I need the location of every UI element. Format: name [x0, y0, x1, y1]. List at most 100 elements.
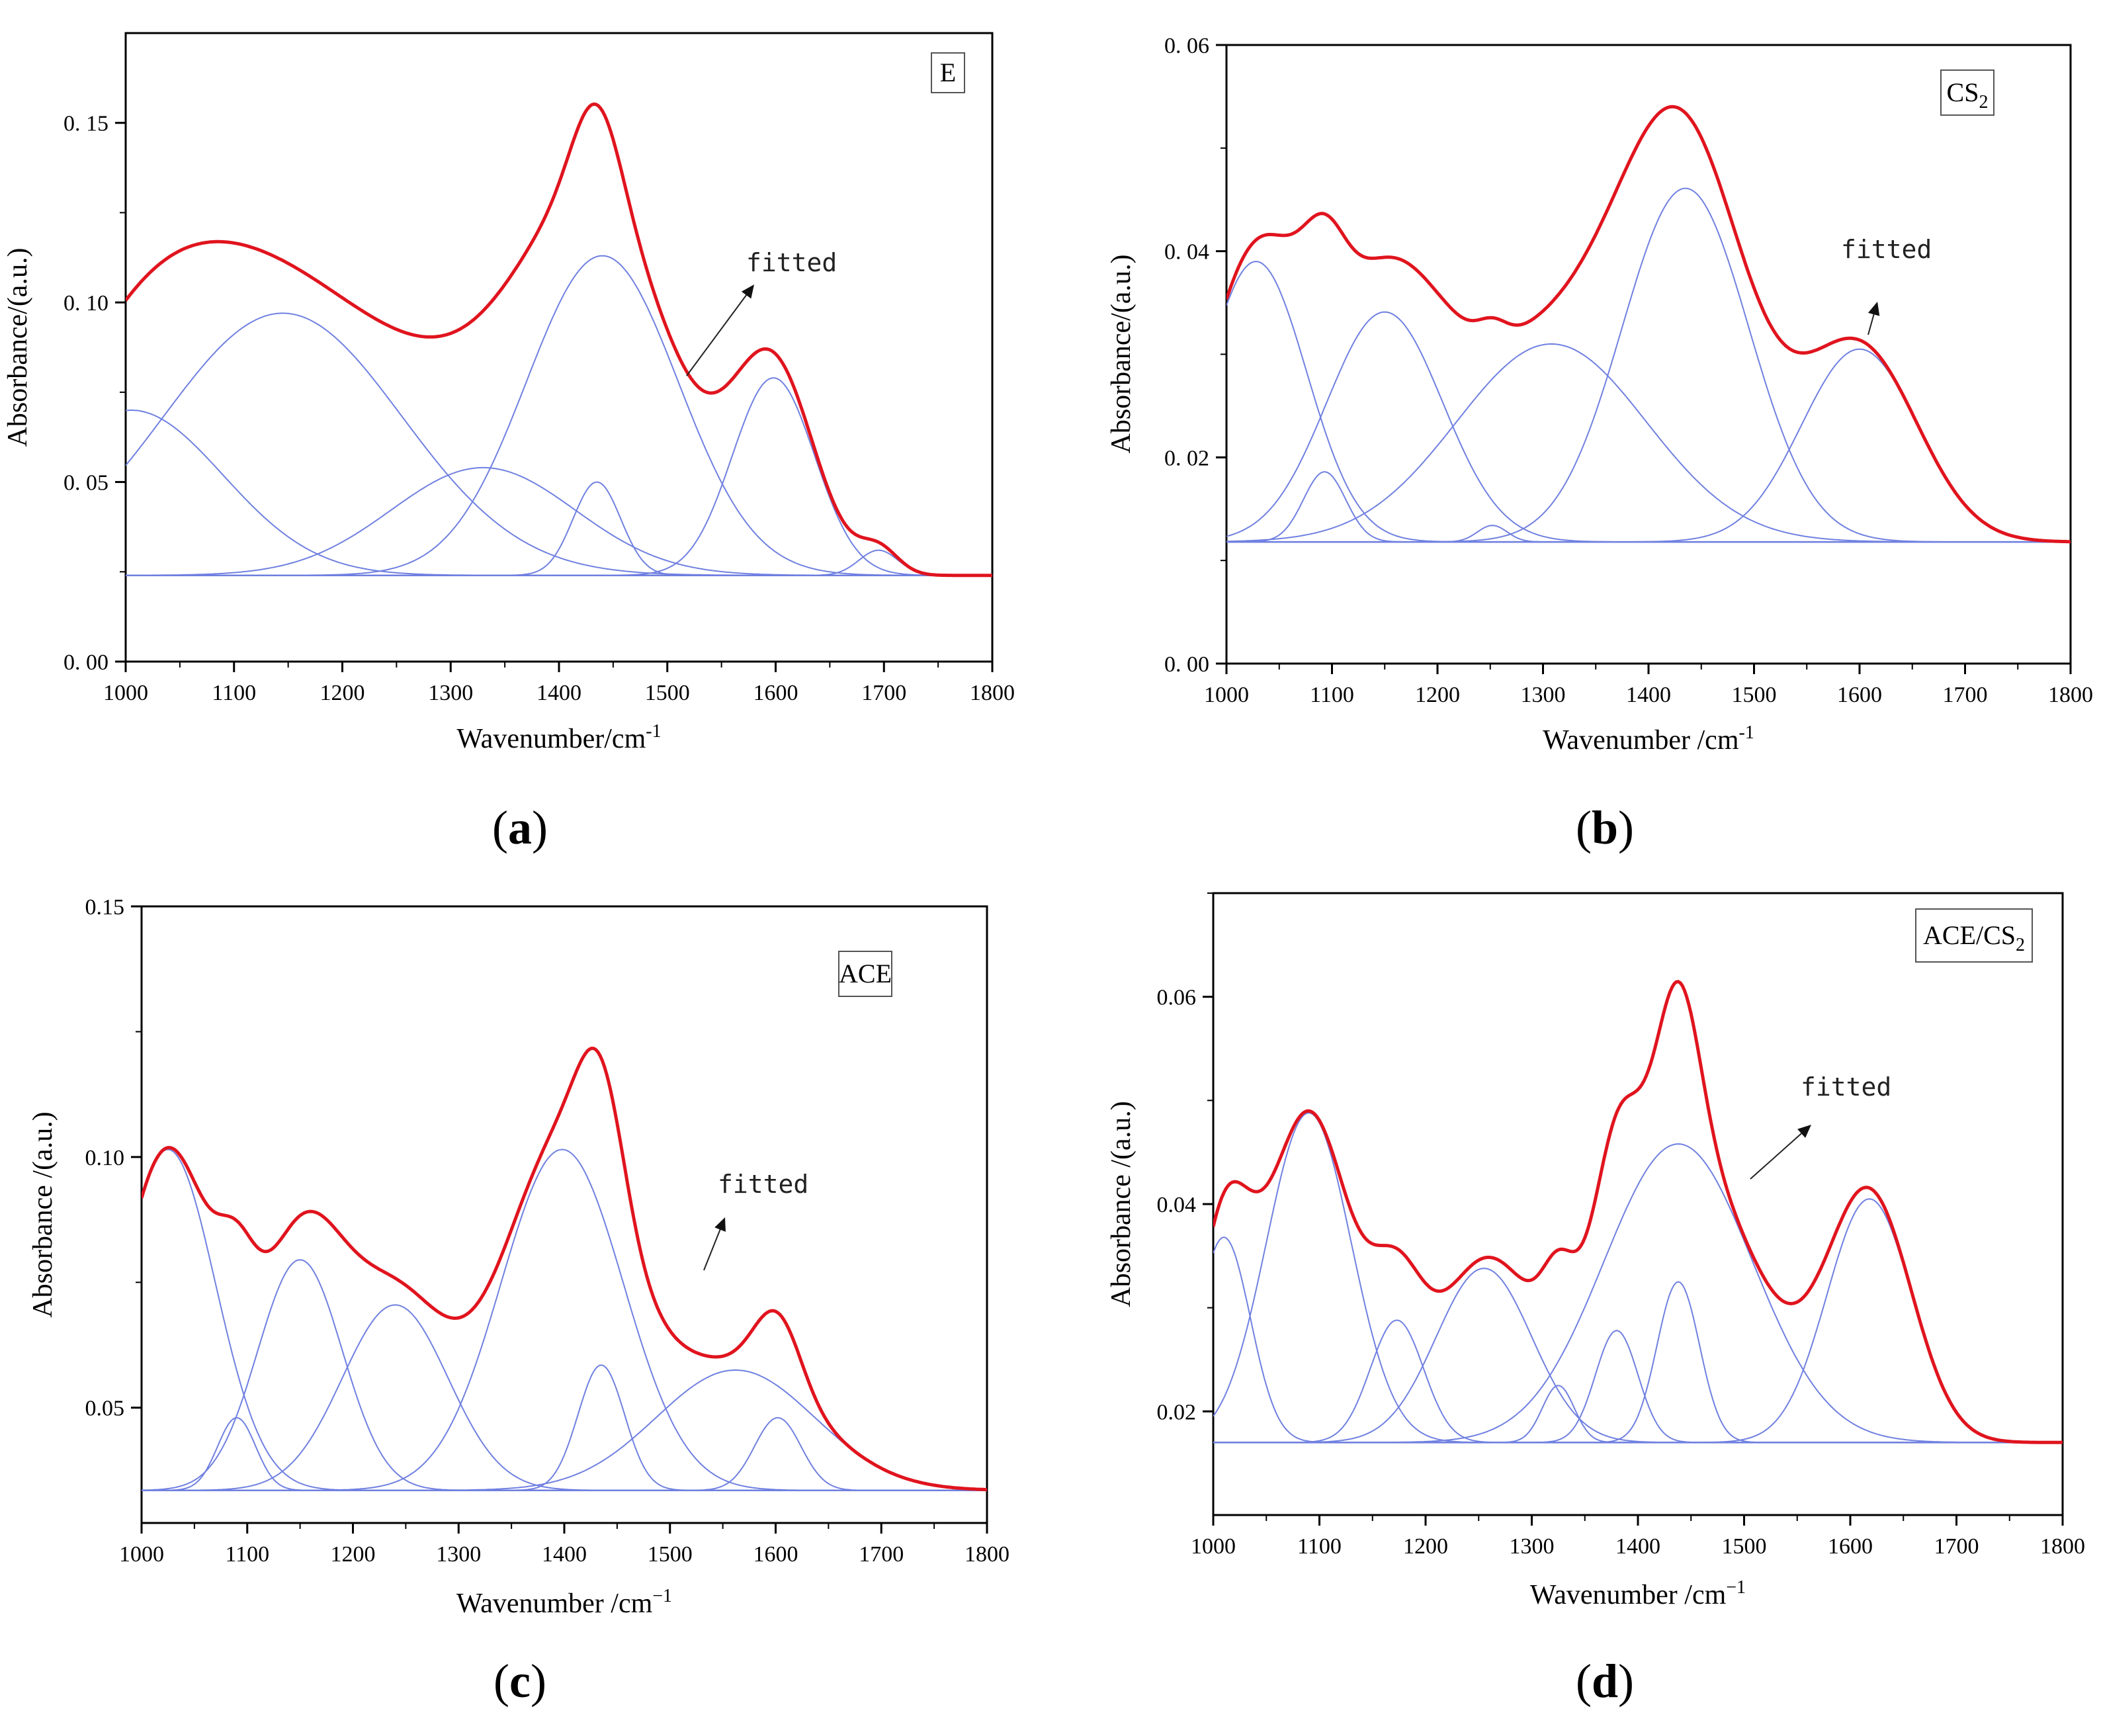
chart-d-component-peak-7	[1213, 1143, 2063, 1444]
chart-d-annotation-arrow	[1750, 1131, 1804, 1180]
chart-c-fitted-curve	[142, 1046, 987, 1492]
chart-c-x-tick-label: 1300	[436, 1542, 481, 1567]
chart-c-annotation-arrowhead	[714, 1217, 726, 1232]
chart-a-component-peak-5	[126, 255, 992, 576]
chart-a-legend-label: E	[940, 58, 956, 87]
chart-b-x-tick-label: 1200	[1415, 683, 1460, 707]
chart-c-x-tick-label: 1400	[542, 1542, 587, 1567]
chart-b-annotation-label: fitted	[1841, 235, 1932, 264]
chart-c-x-tick-label: 1200	[331, 1542, 376, 1567]
chart-a-x-tick-label: 1500	[645, 681, 690, 705]
chart-d-annotation-arrowhead	[1797, 1125, 1811, 1139]
chart-d-legend-box	[1915, 908, 2033, 963]
chart-b-x-tick-label: 1700	[1943, 683, 1988, 707]
chart-b-x-axis-title: Wavenumber /cm-1	[1543, 722, 1754, 756]
chart-b-annotation-arrowhead	[1867, 302, 1880, 316]
chart-d-x-tick-label: 1500	[1722, 1534, 1767, 1559]
chart-a-x-tick-label: 1000	[103, 681, 148, 705]
chart-d-y-tick-label: 0.02	[1157, 1400, 1197, 1424]
chart-d-component-peak-2	[1213, 1112, 2063, 1444]
chart-a-legend-box	[931, 52, 965, 93]
chart-b-x-tick-label: 1500	[1732, 683, 1777, 707]
chart-c-x-tick-label: 1800	[965, 1542, 1009, 1567]
chart-d-fitted-curve	[1213, 980, 2063, 1444]
caption-b-letter: b	[1591, 801, 1619, 854]
chart-panel-a: 1000 1100 1200 1300 1400 1500 1600 1700 1800 0. 0…	[0, 0, 1050, 794]
chart-b-x-tick-label: 1600	[1837, 683, 1882, 707]
chart-d-component-peak-8	[1213, 1281, 2063, 1444]
chart-b-fitted-curve	[1226, 105, 2071, 544]
chart-c-x-tick-label: 1700	[859, 1542, 904, 1567]
chart-a-x-tick-label: 1600	[753, 681, 798, 705]
chart-c-legend-box	[838, 951, 892, 997]
caption-b: (b)	[1575, 801, 1634, 854]
chart-d-x-tick-label: 1700	[1934, 1534, 1979, 1559]
caption-d-letter: d	[1591, 1655, 1619, 1708]
chart-c-y-tick-label: 0.05	[85, 1397, 125, 1421]
chart-panel-b: 1000 1100 1200 1300 1400 1500 1600 1700 1800 0. 0…	[1050, 0, 2101, 794]
chart-c-component-peak-5	[142, 1149, 987, 1491]
chart-a-annotation-arrowhead	[741, 284, 754, 299]
chart-d-component-peak-5	[1213, 1385, 2063, 1444]
chart-c-legend-label: ACE	[839, 959, 892, 988]
chart-a-plot-area	[126, 102, 992, 578]
chart-d-x-tick-label: 1300	[1510, 1534, 1555, 1559]
chart-d-component-peak-1	[1213, 1237, 2063, 1444]
chart-b-y-tick-label: 0. 02	[1164, 446, 1209, 470]
chart-d-x-tick-label: 1800	[2040, 1534, 2085, 1559]
caption-a: (a)	[492, 801, 548, 854]
chart-a-component-peak-7	[126, 549, 992, 576]
chart-c-component-peak-8	[142, 1416, 987, 1491]
chart-c-x-axis-title: Wavenumber /cm−1	[456, 1586, 672, 1619]
chart-c-y-tick-label: 0.10	[85, 1146, 125, 1170]
chart-d-y-tick-label: 0.04	[1157, 1193, 1197, 1217]
chart-b-y-tick-label: 0. 06	[1164, 34, 1209, 58]
chart-d-x-tick-label: 1600	[1828, 1534, 1873, 1559]
chart-d-svg: 1000 1100 1200 1300 1400 1500 1600 1700 1800 0.02…	[1106, 892, 2085, 1610]
caption-a-letter: a	[508, 801, 532, 854]
chart-d-component-peak-6	[1213, 1330, 2063, 1444]
chart-b-component-peak-2	[1226, 471, 2071, 543]
chart-b-legend-label: CS2	[1947, 77, 1989, 112]
chart-b-y-tick-label: 0. 00	[1164, 652, 1209, 677]
chart-a-x-tick-label: 1100	[212, 681, 256, 705]
chart-c-plot-frame	[140, 905, 988, 1524]
chart-d-annotation-label: fitted	[1801, 1072, 1891, 1102]
chart-d-plot-area	[1213, 980, 2063, 1444]
chart-a-y-tick-label: 0. 00	[64, 650, 108, 675]
chart-a-fitted-curve	[126, 102, 992, 578]
chart-a-component-peak-1	[126, 410, 992, 576]
chart-b-component-peak-4	[1226, 525, 2071, 543]
chart-b-y-axis-title: Absorbance/(a.u.)	[1106, 255, 1136, 454]
chart-c-y-tick-label: 0.15	[85, 895, 125, 920]
chart-a-component-peak-6	[126, 377, 992, 576]
chart-c-annotation-arrow	[703, 1227, 722, 1271]
chart-b-component-peak-1	[1226, 261, 2071, 543]
chart-a-annotation-arrow	[686, 292, 749, 376]
chart-c-annotation-label: fitted	[718, 1170, 808, 1199]
chart-d-x-tick-label: 1000	[1191, 1534, 1236, 1559]
chart-a-x-axis-title: Wavenumber/cm-1	[456, 721, 661, 754]
chart-b-legend-box	[1940, 69, 1994, 116]
chart-a-x-tick-label: 1200	[320, 681, 365, 705]
chart-c-plot-area	[142, 1046, 987, 1492]
chart-d-x-tick-label: 1200	[1403, 1534, 1448, 1559]
chart-a-svg: 1000 1100 1200 1300 1400 1500 1600 1700 1800 0. 0…	[3, 32, 1015, 754]
chart-b-annotation-arrow	[1867, 312, 1875, 335]
chart-b-svg: 1000 1100 1200 1300 1400 1500 1600 1700 1800 0. 0…	[1106, 34, 2093, 756]
chart-d-x-axis-title: Wavenumber /cm−1	[1530, 1577, 1746, 1610]
chart-a-annotation-label: fitted	[746, 248, 837, 277]
chart-a-y-axis-title: Absorbance/(a.u.)	[3, 248, 33, 447]
chart-b-component-peak-5	[1226, 343, 2071, 543]
chart-a-y-tick-label: 0. 10	[64, 291, 108, 316]
chart-c-x-tick-label: 1500	[648, 1542, 693, 1567]
chart-d-y-axis-title: Absorbance /(a.u.)	[1106, 1101, 1136, 1307]
chart-c-x-tick-label: 1600	[753, 1542, 798, 1567]
chart-b-x-tick-label: 1800	[2048, 683, 2093, 707]
chart-d-x-tick-label: 1100	[1297, 1534, 1342, 1559]
chart-d-plot-frame	[1212, 892, 2064, 1516]
chart-b-x-tick-label: 1100	[1310, 683, 1354, 707]
chart-d-component-peak-9	[1213, 1198, 2063, 1444]
caption-c-letter: c	[509, 1655, 531, 1708]
chart-b-y-tick-label: 0. 04	[1164, 240, 1209, 265]
